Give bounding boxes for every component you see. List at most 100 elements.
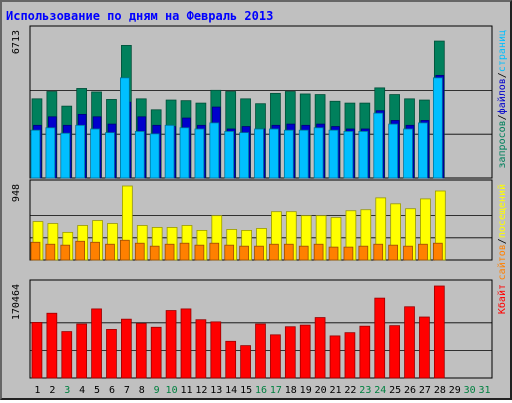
sites-bar-4 bbox=[75, 240, 86, 261]
sites-bar-2 bbox=[45, 243, 56, 261]
sites-bar-13 bbox=[209, 242, 220, 261]
sites-bar-16 bbox=[254, 245, 264, 261]
pages-bar-1 bbox=[30, 129, 41, 179]
day-label-30: 30 bbox=[464, 385, 476, 396]
kbytes-bar-14 bbox=[225, 340, 237, 379]
kbytes-bar-16 bbox=[255, 323, 266, 379]
day-label-7: 7 bbox=[124, 385, 130, 396]
pages-bar-12 bbox=[194, 128, 205, 179]
pages-bar-22 bbox=[343, 131, 354, 179]
kbytes-bar-13 bbox=[210, 321, 222, 379]
pages-bar-15 bbox=[239, 132, 249, 179]
pages-bar-16 bbox=[254, 128, 264, 179]
visits-legend-item-2: посещений bbox=[496, 184, 508, 238]
pages-bar-20 bbox=[313, 127, 324, 179]
day-label-12: 12 bbox=[195, 385, 207, 396]
day-label-9: 9 bbox=[154, 385, 160, 396]
kbytes-bar-18 bbox=[284, 326, 296, 379]
sites-bar-17 bbox=[269, 243, 279, 261]
sites-bar-28 bbox=[432, 242, 443, 261]
day-label-28: 28 bbox=[434, 385, 446, 396]
sites-bar-5 bbox=[90, 241, 100, 261]
pages-bar-2 bbox=[45, 127, 56, 179]
day-label-29: 29 bbox=[449, 385, 461, 396]
sites-bar-3 bbox=[60, 244, 71, 261]
requests-legend-item-2: файлов bbox=[496, 78, 508, 114]
kbytes-bar-23 bbox=[359, 325, 371, 379]
day-label-26: 26 bbox=[404, 385, 416, 396]
day-label-19: 19 bbox=[300, 385, 312, 396]
sites-bar-22 bbox=[343, 246, 354, 261]
bytes-legend: Кбайт bbox=[496, 284, 508, 314]
pages-bar-25 bbox=[388, 123, 398, 179]
sites-bar-10 bbox=[164, 243, 175, 261]
visits-legend-item-1: / bbox=[497, 238, 508, 244]
requests-legend-item-0: запросов bbox=[497, 120, 508, 168]
kbytes-bar-10 bbox=[165, 310, 177, 379]
visits-max-label: 948 bbox=[11, 184, 22, 202]
kbytes-bar-6 bbox=[106, 329, 117, 379]
pages-bar-21 bbox=[328, 129, 339, 179]
kbytes-bar-28 bbox=[433, 285, 445, 379]
pages-bar-18 bbox=[283, 129, 294, 179]
pages-bar-26 bbox=[403, 128, 413, 179]
kbytes-bar-9 bbox=[150, 326, 162, 379]
kbytes-bar-11 bbox=[180, 308, 192, 379]
pages-bar-9 bbox=[149, 133, 160, 179]
day-label-6: 6 bbox=[109, 385, 115, 396]
pages-bar-24 bbox=[373, 112, 384, 179]
kbytes-bar-15 bbox=[240, 345, 251, 379]
pages-bar-4 bbox=[75, 124, 86, 179]
day-label-25: 25 bbox=[389, 385, 401, 396]
sites-bar-8 bbox=[134, 242, 145, 261]
kbytes-bar-21 bbox=[329, 335, 341, 379]
day-label-20: 20 bbox=[315, 385, 327, 396]
kbytes-bar-2 bbox=[46, 312, 58, 379]
kbytes-bar-1 bbox=[31, 322, 43, 379]
kbytes-bar-24 bbox=[374, 297, 386, 379]
pages-bar-11 bbox=[179, 127, 190, 179]
pages-bar-8 bbox=[134, 131, 145, 179]
sites-bar-23 bbox=[358, 245, 369, 261]
day-label-23: 23 bbox=[359, 385, 371, 396]
kbytes-bar-8 bbox=[135, 323, 147, 379]
bytes-max-label: 170464 bbox=[11, 284, 22, 320]
sites-bar-11 bbox=[179, 242, 190, 261]
day-label-13: 13 bbox=[210, 385, 222, 396]
sites-bar-24 bbox=[373, 243, 384, 261]
sites-bar-7 bbox=[120, 239, 130, 261]
sites-bar-1 bbox=[30, 241, 41, 261]
day-label-8: 8 bbox=[139, 385, 145, 396]
sites-bar-15 bbox=[239, 245, 249, 261]
pages-bar-5 bbox=[90, 128, 100, 179]
kbytes-bar-27 bbox=[419, 316, 430, 379]
requests-legend-item-1: / bbox=[497, 114, 508, 120]
sites-bar-26 bbox=[403, 245, 413, 261]
sites-bar-9 bbox=[149, 245, 160, 261]
requests-max-label: 6713 bbox=[11, 30, 22, 54]
daily-usage-chart: Использование по дням на Февраль 2013 67… bbox=[6, 9, 508, 396]
requests-legend-item-3: / bbox=[497, 72, 508, 78]
requests-legend: запросов/файлов/страниц bbox=[496, 30, 508, 169]
kbytes-bar-4 bbox=[76, 323, 88, 379]
pages-bar-3 bbox=[60, 132, 71, 179]
pages-bar-7 bbox=[120, 77, 130, 179]
pages-bar-14 bbox=[224, 131, 235, 179]
sites-bar-20 bbox=[313, 243, 324, 261]
kbytes-bar-22 bbox=[344, 332, 356, 379]
day-label-18: 18 bbox=[285, 385, 297, 396]
day-label-17: 17 bbox=[270, 385, 282, 396]
sites-bar-6 bbox=[105, 243, 115, 261]
sites-bar-21 bbox=[328, 246, 339, 261]
day-label-3: 3 bbox=[64, 385, 70, 396]
sites-bar-14 bbox=[224, 244, 235, 261]
pages-bar-10 bbox=[164, 124, 175, 179]
kbytes-bar-20 bbox=[314, 317, 326, 379]
sites-bar-27 bbox=[418, 243, 428, 261]
day-label-27: 27 bbox=[419, 385, 431, 396]
pages-bar-23 bbox=[358, 131, 369, 179]
kbytes-bar-17 bbox=[270, 334, 281, 379]
day-label-10: 10 bbox=[166, 385, 178, 396]
kbytes-bar-25 bbox=[389, 325, 400, 379]
